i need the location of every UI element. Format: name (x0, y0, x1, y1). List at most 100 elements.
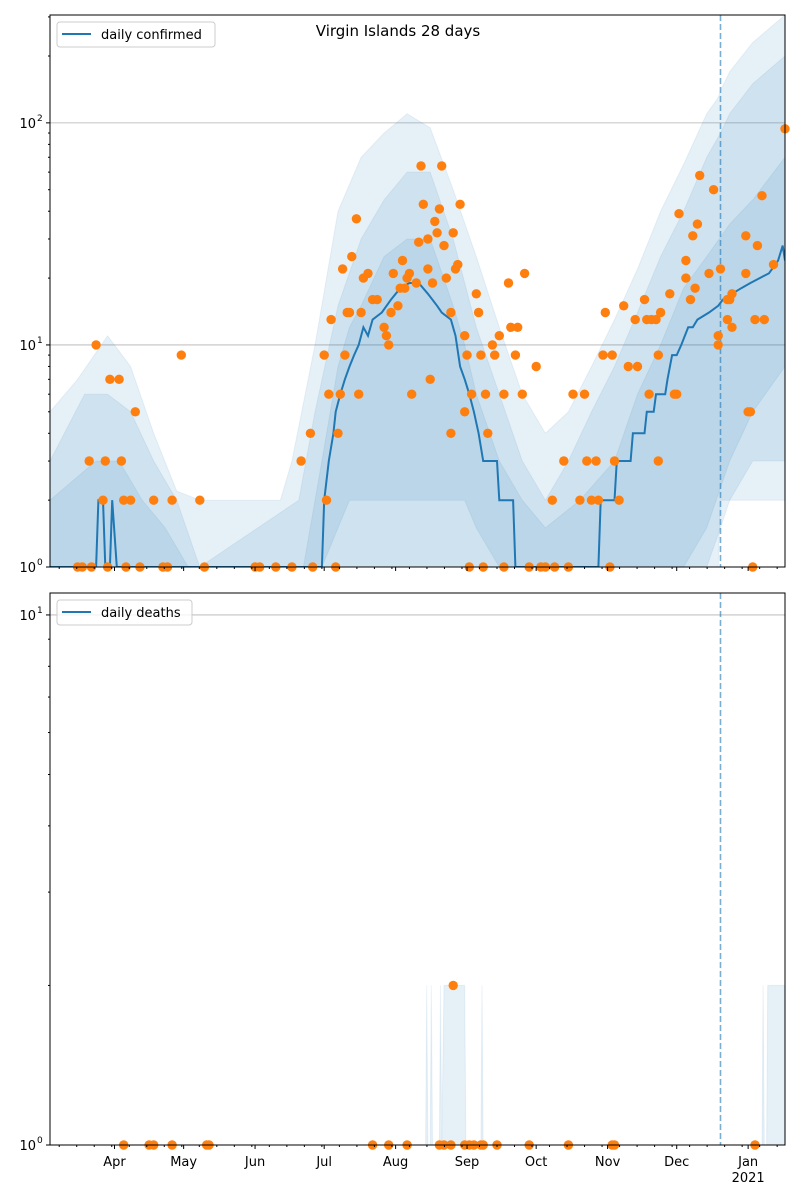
observed-point (598, 350, 608, 360)
x-tick-label: Jul (315, 1155, 332, 1170)
observed-point (100, 456, 111, 466)
observed-point (448, 980, 458, 991)
observed-point (425, 374, 435, 384)
observed-point (393, 301, 403, 311)
observed-point (91, 340, 101, 350)
plot-content (50, 593, 785, 1145)
observed-point (692, 219, 703, 229)
observed-point (559, 456, 569, 466)
observed-point (480, 389, 491, 399)
observed-point (441, 273, 451, 283)
observed-point (455, 199, 465, 209)
observed-point (473, 307, 484, 318)
observed-point (446, 428, 456, 438)
observed-point (430, 216, 440, 227)
observed-point (386, 307, 396, 318)
y-tick-label: 10 (19, 561, 36, 576)
observed-point (354, 389, 364, 399)
y-tick-exponent: 2 (37, 114, 43, 124)
observed-point (305, 428, 316, 438)
observed-point (471, 289, 481, 299)
x-tick-label: Apr (103, 1155, 126, 1170)
observed-point (351, 214, 362, 224)
observed-point (741, 231, 751, 241)
observed-point (432, 228, 442, 238)
observed-point (407, 389, 417, 399)
observed-point (644, 389, 654, 399)
observed-point (600, 307, 610, 318)
observed-point (483, 428, 493, 438)
observed-point (639, 294, 650, 305)
observed-point (437, 161, 447, 171)
observed-point (388, 268, 398, 279)
observed-point (98, 495, 108, 505)
observed-point (547, 495, 557, 505)
observed-point (681, 273, 691, 283)
observed-point (448, 228, 458, 238)
axes-frame (49, 14, 786, 568)
observed-point (462, 350, 472, 360)
x-tick-label: Oct (525, 1155, 547, 1170)
observed-point (713, 340, 723, 350)
observed-point (688, 231, 698, 241)
observed-point (423, 234, 433, 244)
observed-point (665, 289, 675, 299)
observed-point (356, 307, 366, 318)
observed-point (460, 331, 470, 341)
x-tick-sublabel: 2021 (732, 1171, 765, 1186)
observed-point (379, 322, 389, 332)
observed-point (340, 350, 350, 360)
observed-point (439, 240, 449, 251)
observed-point (632, 361, 643, 372)
observed-point (326, 314, 336, 325)
observed-point (768, 259, 779, 270)
observed-point (741, 268, 751, 279)
observed-point (531, 361, 541, 372)
chart-title: Virgin Islands 28 days (316, 22, 481, 40)
observed-point (757, 191, 767, 201)
observed-point (176, 350, 186, 360)
observed-point (517, 389, 527, 399)
observed-point (116, 456, 127, 466)
observed-point (397, 255, 408, 266)
observed-point (623, 361, 633, 372)
observed-point (513, 322, 523, 332)
observed-point (337, 264, 348, 274)
observed-point (674, 209, 684, 219)
observed-point (586, 495, 597, 505)
legend-label: daily deaths (101, 606, 181, 621)
x-tick-label: Nov (595, 1155, 621, 1170)
observed-point (434, 204, 445, 214)
observed-point (344, 307, 355, 318)
plot-content (50, 15, 785, 567)
observed-point (708, 185, 719, 195)
observed-point (750, 314, 760, 325)
observed-point (335, 389, 345, 399)
y-tick-label: 10 (19, 117, 36, 132)
observed-point (84, 456, 94, 466)
y-tick-exponent: 1 (37, 336, 43, 346)
observed-point (494, 331, 504, 341)
x-tick-label: Dec (664, 1155, 689, 1170)
observed-point (695, 170, 705, 181)
observed-point (722, 314, 733, 325)
observed-point (503, 278, 514, 288)
observed-point (105, 374, 115, 384)
observed-point (476, 350, 486, 360)
legend-label: daily confirmed (101, 28, 202, 43)
observed-point (487, 340, 498, 350)
quantile-band-0 (50, 15, 785, 567)
observed-point (575, 495, 585, 505)
observed-point (655, 307, 666, 318)
observed-point (333, 428, 343, 438)
observed-point (579, 389, 590, 399)
observed-point (672, 389, 682, 399)
median-line (50, 245, 785, 567)
observed-point (114, 374, 124, 384)
y-tick-exponent: 0 (37, 558, 43, 568)
observed-point (418, 199, 428, 209)
observed-point (704, 268, 714, 279)
quantile-band-1 (50, 55, 785, 567)
observed-point (727, 289, 737, 299)
